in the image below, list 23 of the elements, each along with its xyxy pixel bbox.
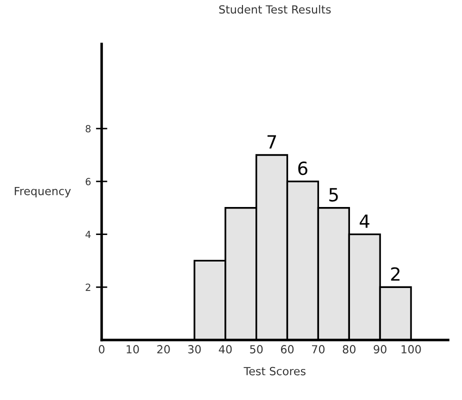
y-tick-label: 2 <box>86 284 90 291</box>
x-tick-label: 50 <box>250 345 263 354</box>
x-axis-title: Test Scores <box>244 366 306 376</box>
x-tick-label: 90 <box>374 345 386 354</box>
x-tick-label: 100 <box>402 345 421 354</box>
chart-title: Student Test Results <box>219 5 331 14</box>
y-tick-label: 4 <box>86 230 91 238</box>
data-label: 7 <box>268 135 276 148</box>
x-tick-label: 60 <box>280 345 294 354</box>
y-tick-label: 6 <box>86 178 91 186</box>
y-tick-label: 8 <box>86 125 91 132</box>
x-tick-label: 10 <box>126 345 139 354</box>
y-axis-title: Frequency <box>14 186 71 198</box>
data-label: 5 <box>329 188 338 202</box>
data-label: 2 <box>391 267 400 281</box>
x-tick-label: 70 <box>312 345 325 354</box>
x-tick-label: 30 <box>188 345 201 354</box>
x-tick-label: 80 <box>342 345 356 354</box>
x-tick-label: 0 <box>98 345 104 354</box>
x-tick-label: 20 <box>157 345 170 354</box>
data-label: 6 <box>298 161 308 176</box>
data-label: 4 <box>360 214 370 228</box>
x-tick-label: 40 <box>218 345 232 354</box>
